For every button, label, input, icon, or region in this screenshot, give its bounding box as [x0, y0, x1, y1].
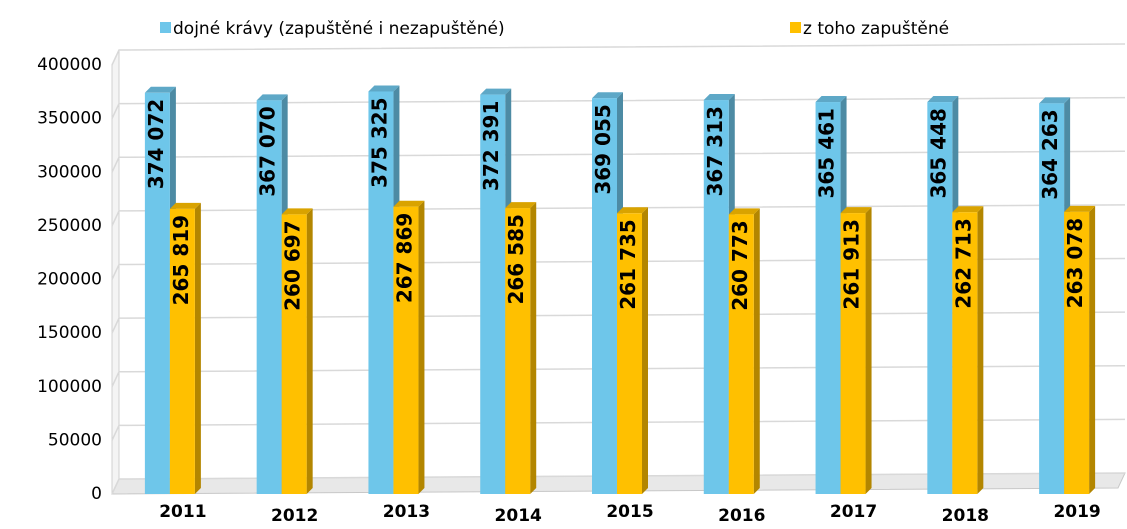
- value-label: 260 697: [281, 220, 305, 310]
- grid-line: [111, 418, 1126, 441]
- bar-side: [530, 202, 537, 494]
- value-label: 262 713: [951, 218, 975, 308]
- x-tick-label: 2011: [159, 502, 206, 522]
- bar-top: [952, 206, 984, 213]
- bar-top: [728, 208, 760, 215]
- bar-top: [1039, 97, 1071, 104]
- grid-line: [111, 365, 1126, 388]
- bar-top: [169, 202, 201, 209]
- bar: [728, 214, 754, 494]
- bar: [256, 100, 282, 494]
- grid-line: [111, 150, 1126, 173]
- bar-side: [306, 208, 313, 494]
- bar: [480, 94, 506, 494]
- y-tick-label: 400000: [37, 55, 102, 75]
- y-tick-label: 250000: [37, 216, 102, 236]
- bar-side: [418, 200, 425, 494]
- x-tick-label: 2016: [718, 506, 765, 526]
- y-tick-label: 200000: [37, 270, 102, 290]
- bar: [592, 98, 617, 495]
- value-label: 364 263: [1038, 109, 1062, 199]
- bar-top: [840, 207, 872, 214]
- bar: [617, 213, 642, 494]
- bar: [952, 212, 978, 495]
- bar-top: [617, 207, 648, 214]
- grid-line: [111, 43, 1126, 66]
- bar-top: [592, 92, 623, 99]
- value-label: 365 461: [815, 108, 839, 198]
- bar-side: [865, 207, 872, 494]
- bar: [840, 213, 866, 494]
- legend-label: dojné krávy (zapuštěné i nezapuštěné): [173, 19, 505, 39]
- x-tick-label: 2015: [606, 502, 653, 522]
- bar: [815, 102, 841, 494]
- bar: [169, 208, 195, 494]
- y-tick-label: 300000: [37, 162, 102, 182]
- bar-top: [505, 202, 537, 209]
- legend-label: z toho zapuštěné: [803, 19, 949, 39]
- legend-swatch: [160, 22, 171, 33]
- bar-top: [281, 208, 313, 215]
- bar-side: [642, 207, 648, 494]
- y-tick-label: 150000: [37, 323, 102, 343]
- bar: [281, 214, 307, 494]
- bar-top: [703, 94, 735, 101]
- y-tick-label: 350000: [37, 109, 102, 129]
- bar-top: [927, 96, 959, 103]
- bar-top: [480, 88, 512, 95]
- grid-line: [111, 96, 1126, 119]
- bar-side: [1089, 205, 1096, 494]
- value-label: 375 325: [367, 97, 391, 187]
- value-label: 261 913: [840, 219, 864, 309]
- grid-line: [111, 257, 1126, 280]
- value-label: 266 585: [504, 214, 528, 304]
- bar-side: [753, 208, 760, 494]
- bar-top: [1064, 205, 1096, 212]
- x-tick-label: 2014: [495, 506, 542, 526]
- legend-swatch: [790, 22, 801, 33]
- grid-line: [111, 472, 1126, 495]
- value-label: 263 078: [1063, 218, 1087, 308]
- value-label: 372 391: [479, 101, 503, 191]
- bar: [505, 208, 531, 494]
- bar-side: [977, 206, 984, 495]
- bar: [1039, 103, 1065, 494]
- grid-line: [111, 204, 1126, 227]
- value-label: 365 448: [926, 108, 950, 198]
- value-label: 267 869: [392, 213, 416, 303]
- bar: [927, 102, 953, 495]
- bar-top: [393, 200, 425, 207]
- y-tick-label: 50000: [48, 430, 102, 450]
- y-tick-label: 0: [91, 484, 102, 504]
- x-tick-label: 2013: [383, 502, 430, 522]
- value-label: 367 070: [256, 106, 280, 196]
- bar-top: [815, 96, 847, 103]
- bar-top: [368, 85, 400, 92]
- grid-line: [111, 311, 1126, 334]
- x-tick-label: 2019: [1053, 502, 1100, 522]
- bar: [393, 206, 419, 494]
- value-label: 367 313: [703, 106, 727, 196]
- bar: [368, 91, 394, 495]
- bar-top: [144, 86, 176, 93]
- bar-side: [194, 202, 201, 494]
- x-tick-label: 2018: [942, 506, 989, 526]
- value-label: 369 055: [591, 104, 615, 194]
- value-label: 265 819: [169, 215, 193, 305]
- bar: [703, 100, 729, 494]
- bar-top: [256, 94, 288, 101]
- x-tick-label: 2012: [271, 506, 318, 526]
- x-tick-label: 2017: [830, 502, 877, 522]
- bar: [144, 92, 170, 495]
- y-tick-label: 100000: [37, 377, 102, 397]
- value-label: 261 735: [616, 219, 640, 309]
- value-label: 260 773: [728, 220, 752, 310]
- bar: [1064, 211, 1090, 494]
- value-label: 374 072: [144, 99, 168, 189]
